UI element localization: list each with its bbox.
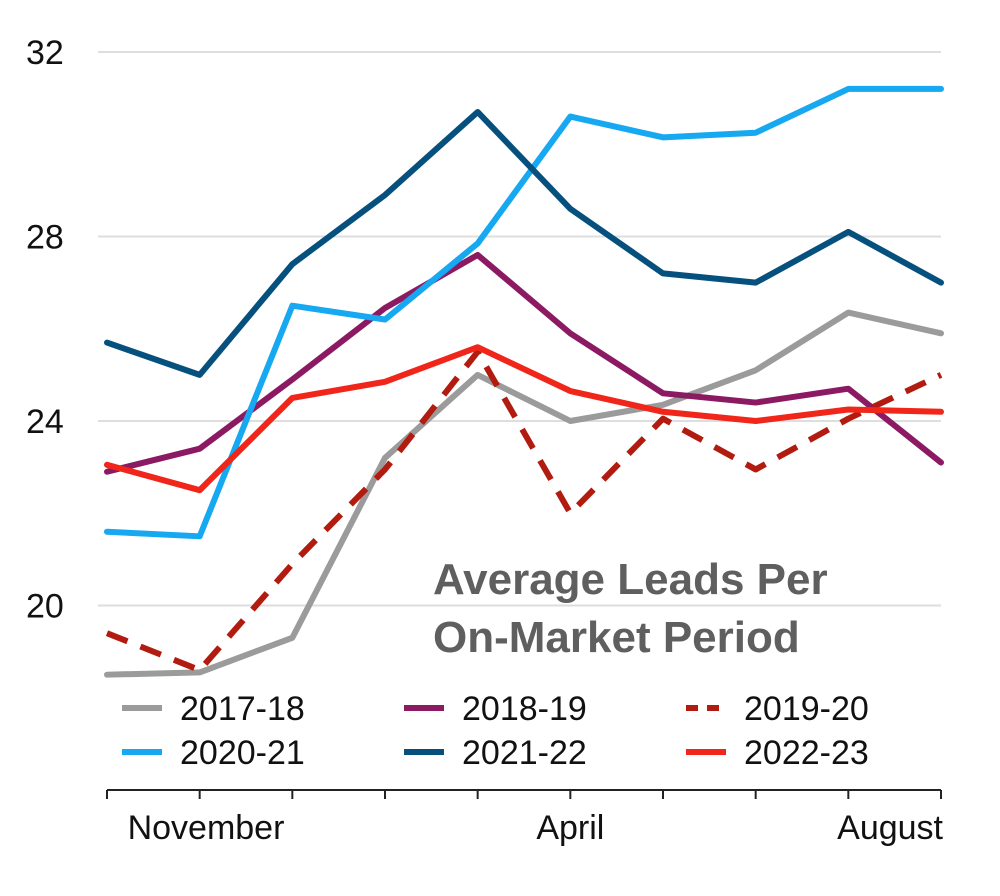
legend-label-2018-19: 2018-19 (462, 690, 587, 728)
legend-label-2022-23: 2022-23 (744, 734, 869, 772)
series-lines (104, 85, 944, 678)
y-tick-label-32: 32 (26, 34, 64, 72)
y-axis-tick-labels: 20 24 28 32 (26, 34, 64, 626)
x-tick-label-april: April (536, 809, 604, 847)
series-line-2021-22 (104, 108, 944, 378)
chart-title-line-2: On-Market Period (433, 613, 800, 662)
series-line-2019-20 (105, 348, 943, 674)
chart-title: Average Leads Per On-Market Period (433, 555, 828, 662)
legend-label-2020-21: 2020-21 (180, 734, 305, 772)
gridlines (98, 51, 941, 607)
legend-label-2021-22: 2021-22 (462, 734, 587, 772)
series-line-2017-18 (104, 309, 944, 678)
y-tick-label-20: 20 (26, 588, 64, 626)
legend-label-2019-20: 2019-20 (744, 690, 869, 728)
series-line-2022-23 (104, 344, 944, 494)
y-tick-label-24: 24 (26, 403, 64, 441)
x-tick-label-november: November (128, 809, 285, 847)
chart-title-line-1: Average Leads Per (433, 555, 828, 604)
x-tick-label-august: August (837, 809, 943, 847)
x-axis-ticks: November April August (106, 790, 944, 847)
y-tick-label-28: 28 (26, 219, 64, 257)
series-line-2020-21 (104, 85, 944, 540)
legend: 2017-18 2018-19 2019-20 2020-21 2021-22 2022-… (122, 690, 869, 772)
legend-label-2017-18: 2017-18 (180, 690, 305, 728)
